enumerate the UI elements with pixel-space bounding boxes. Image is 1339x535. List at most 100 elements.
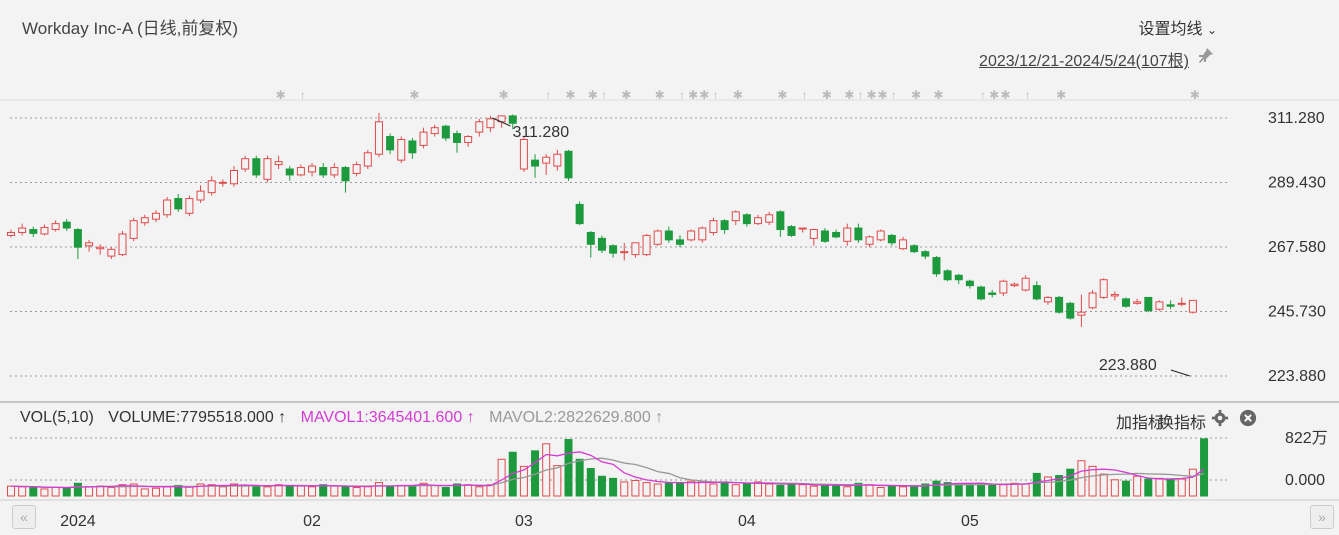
volume-bar xyxy=(519,465,528,497)
volume-bar xyxy=(163,486,172,497)
event-marker-icon[interactable]: ↑ xyxy=(1025,88,1031,102)
volume-bar xyxy=(330,485,339,497)
candle xyxy=(1133,298,1142,305)
candle xyxy=(1177,297,1186,307)
scroll-right-button[interactable]: » xyxy=(1310,505,1334,529)
candle xyxy=(73,228,82,260)
volume-bar xyxy=(597,475,606,497)
volume-bar xyxy=(776,484,785,497)
volume-bar xyxy=(1200,438,1209,497)
event-marker-icon[interactable]: ✱ xyxy=(655,88,665,102)
volume-bar xyxy=(285,484,294,497)
volume-bar xyxy=(252,485,261,497)
volume-bar xyxy=(96,485,105,497)
volume-bar xyxy=(765,483,774,497)
volume-bar xyxy=(419,482,428,497)
price-grid xyxy=(0,99,1339,501)
add-indicator-button[interactable]: 加指标 xyxy=(1115,415,1164,432)
volume-bar xyxy=(609,477,618,497)
date-range-link[interactable]: 2023/12/21-2024/5/24(107根) xyxy=(979,53,1189,70)
event-marker-icon[interactable]: ✱ xyxy=(878,88,888,102)
volume-ma-line xyxy=(10,451,1205,489)
event-marker-icon[interactable]: ✱ xyxy=(1000,88,1010,102)
volume-axis-labels: 822万 0.000 xyxy=(1285,430,1328,489)
volume-bar xyxy=(899,486,907,497)
event-marker-icon[interactable]: ✱ xyxy=(933,88,943,102)
volume-bar xyxy=(207,484,216,497)
volume-bar xyxy=(7,485,15,497)
volume-bar xyxy=(129,483,138,497)
event-marker-icon[interactable]: ✱ xyxy=(409,88,419,102)
price-tick-label: 311.280 xyxy=(1268,110,1325,127)
event-marker-icon[interactable]: ✱ xyxy=(699,88,709,102)
volume-bar xyxy=(174,484,183,497)
event-marker-icon[interactable]: ✱ xyxy=(911,88,921,102)
event-marker-icon[interactable]: ↑ xyxy=(891,88,897,102)
candle xyxy=(676,235,684,248)
event-marker-icon[interactable]: ✱ xyxy=(867,88,877,102)
event-marker-icon[interactable]: ↑ xyxy=(300,88,306,102)
event-markers: ✱ ↑ ✱ ✱ ↑ ✱ ✱ ↑ ✱ ✱ ↑ ✱ ✱ ↑ ✱ ✱ ↑ ✱ ✱ ↑ ✱ ✱ ↑ ✱ ✱ ↑ ✱ ✱ ↑ ✱ ✱ xyxy=(276,88,1200,102)
volume-bar xyxy=(107,487,116,497)
event-marker-icon[interactable]: ✱ xyxy=(733,88,743,102)
candle xyxy=(7,229,15,238)
volume-grid xyxy=(10,437,1230,481)
event-marker-icon[interactable]: ✱ xyxy=(276,88,286,102)
volume-bar xyxy=(308,486,317,497)
event-marker-icon[interactable]: ↑ xyxy=(802,88,808,102)
candle xyxy=(854,223,863,243)
candle xyxy=(252,155,261,178)
volume-bar xyxy=(341,486,350,497)
candle xyxy=(1043,295,1052,305)
event-marker-icon[interactable]: ✱ xyxy=(565,88,575,102)
candle xyxy=(296,164,305,177)
candle xyxy=(1021,275,1030,292)
event-marker-icon[interactable]: ↑ xyxy=(545,88,551,102)
event-marker-icon[interactable]: ↑ xyxy=(857,88,863,102)
pin-icon[interactable] xyxy=(1195,46,1215,66)
candle xyxy=(263,155,272,183)
volume-bar xyxy=(352,487,361,497)
event-marker-icon[interactable]: ✱ xyxy=(499,88,509,102)
volume-bar xyxy=(274,484,283,497)
gear-icon[interactable] xyxy=(1211,409,1229,427)
volume-bar xyxy=(1099,473,1108,497)
candle xyxy=(575,201,584,226)
event-marker-icon[interactable]: ✱ xyxy=(621,88,631,102)
close-icon[interactable] xyxy=(1239,409,1257,427)
candle xyxy=(776,210,785,237)
candle xyxy=(129,217,138,242)
candle xyxy=(742,213,751,227)
volume-bar xyxy=(642,482,651,497)
event-marker-icon[interactable]: ✱ xyxy=(1056,88,1066,102)
volume-bar xyxy=(809,485,818,497)
event-marker-icon[interactable]: ✱ xyxy=(688,88,698,102)
event-marker-icon[interactable]: ↑ xyxy=(712,88,718,102)
event-marker-icon[interactable]: ✱ xyxy=(777,88,787,102)
volume-bar xyxy=(374,482,383,497)
event-marker-icon[interactable]: ✱ xyxy=(588,88,598,102)
low-arrow xyxy=(1170,369,1191,377)
event-marker-icon[interactable]: ✱ xyxy=(989,88,999,102)
candle xyxy=(765,211,774,226)
event-marker-icon[interactable]: ↑ xyxy=(679,88,685,102)
event-marker-icon[interactable]: ↑ xyxy=(980,88,986,102)
candle xyxy=(832,229,841,239)
candlestick-series xyxy=(7,112,1197,327)
volume-bar xyxy=(742,483,751,497)
event-marker-icon[interactable]: ✱ xyxy=(822,88,832,102)
candle xyxy=(698,226,707,243)
candle xyxy=(597,235,606,254)
scroll-left-button[interactable]: « xyxy=(12,505,36,529)
volume-bar xyxy=(999,484,1008,497)
swap-indicator-button[interactable]: 换指标 xyxy=(1157,415,1206,432)
event-marker-icon[interactable]: ✱ xyxy=(844,88,854,102)
candle xyxy=(341,166,350,193)
volume-bar xyxy=(73,482,82,497)
event-marker-icon[interactable]: ↑ xyxy=(601,88,607,102)
candle xyxy=(631,242,640,258)
ma-setting-button[interactable]: 设置均线 ⌄ xyxy=(1138,15,1217,39)
candle xyxy=(910,244,919,254)
candle xyxy=(809,228,818,246)
event-marker-icon[interactable]: ✱ xyxy=(1190,88,1200,102)
